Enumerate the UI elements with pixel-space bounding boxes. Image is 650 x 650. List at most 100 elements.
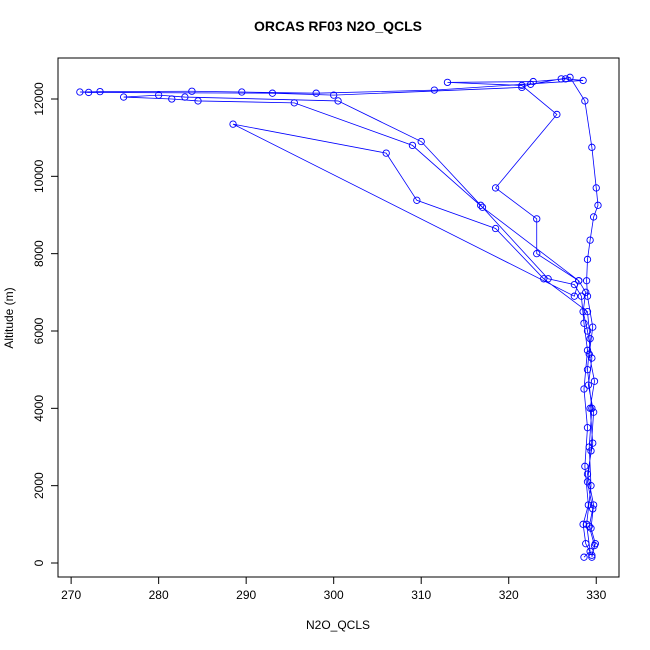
data-point (588, 354, 596, 362)
y-tick-label: 2000 (32, 472, 46, 499)
y-tick-label: 0 (32, 559, 46, 566)
data-point (583, 424, 592, 432)
data-point (430, 86, 438, 94)
data-point (491, 184, 500, 192)
data-point (229, 120, 237, 128)
data-point (579, 76, 587, 85)
data-point (589, 323, 597, 331)
data-point (587, 482, 595, 490)
data-point (583, 346, 592, 354)
data-point (268, 89, 277, 97)
data-point (589, 213, 598, 221)
data-point (553, 110, 561, 119)
data-point (579, 520, 587, 528)
data-point (580, 385, 588, 393)
data-point (582, 288, 590, 296)
plot-frame (57, 57, 620, 578)
data-point (586, 547, 594, 556)
data-point (584, 381, 593, 389)
data-point (181, 93, 189, 101)
data-point (194, 97, 202, 105)
data-point (581, 97, 589, 105)
data-point (587, 524, 595, 532)
y-tick-label: 12000 (32, 82, 46, 116)
data-point (585, 443, 593, 451)
data-point (154, 91, 163, 99)
data-point (586, 335, 594, 343)
x-tick-label: 310 (411, 588, 431, 602)
data-point (408, 141, 417, 150)
data-point (582, 540, 590, 548)
data-point (312, 89, 320, 97)
data-point (575, 277, 583, 285)
y-tick-label: 10000 (32, 159, 46, 193)
x-tick-label: 330 (586, 588, 606, 602)
data-line (79, 76, 599, 558)
chart-title: ORCAS RF03 N2O_QCLS (254, 18, 422, 34)
data-point (584, 501, 593, 509)
data-point (413, 196, 421, 204)
data-point (518, 83, 526, 92)
data-point (478, 203, 487, 211)
data-point (477, 201, 485, 209)
data-point (443, 78, 452, 87)
data-point (592, 184, 600, 192)
data-point (583, 470, 592, 478)
x-tick-label: 280 (149, 588, 169, 602)
y-axis-label: Altitude (m) (2, 287, 16, 348)
y-tick-label: 8000 (32, 240, 46, 267)
data-point (589, 501, 598, 509)
data-point (589, 505, 597, 513)
data-point (529, 77, 537, 86)
data-point (570, 292, 579, 300)
data-point (533, 250, 541, 258)
data-point (290, 99, 298, 107)
data-point (334, 97, 342, 105)
data-point (579, 308, 587, 316)
data-point (583, 308, 592, 316)
data-point (588, 143, 596, 151)
data-point (518, 81, 526, 90)
data-point (561, 75, 570, 83)
data-point (238, 88, 246, 96)
data-point (580, 553, 588, 561)
data-point (586, 236, 594, 244)
data-point (588, 404, 596, 412)
x-tick-label: 320 (499, 588, 519, 602)
data-point (544, 275, 552, 283)
y-tick-label: 4000 (32, 395, 46, 422)
data-point (583, 255, 592, 264)
y-tick-label: 6000 (32, 317, 46, 344)
data-point (382, 149, 390, 157)
data-point (96, 87, 104, 96)
x-tick-label: 290 (236, 588, 256, 602)
data-point (84, 88, 93, 97)
data-point (119, 93, 128, 101)
data-point (566, 73, 574, 81)
data-point (580, 319, 588, 327)
data-point (417, 137, 425, 146)
data-point (594, 201, 602, 209)
data-point (570, 280, 579, 289)
data-point (540, 275, 548, 283)
data-point (590, 377, 599, 385)
data-point (591, 540, 600, 548)
data-point (583, 327, 592, 335)
data-point (188, 87, 196, 95)
data-point (76, 88, 84, 96)
x-tick-label: 300 (324, 588, 344, 602)
data-point (526, 80, 535, 88)
data-point (585, 350, 593, 358)
data-point (582, 277, 591, 285)
data-point (577, 292, 586, 300)
data-point (581, 462, 589, 470)
data-point (533, 215, 541, 223)
x-axis-label: N2O_QCLS (306, 618, 370, 632)
data-point (588, 551, 596, 559)
data-point (582, 520, 591, 528)
data-point (583, 366, 592, 374)
data-point (587, 447, 595, 455)
data-point (330, 91, 338, 99)
